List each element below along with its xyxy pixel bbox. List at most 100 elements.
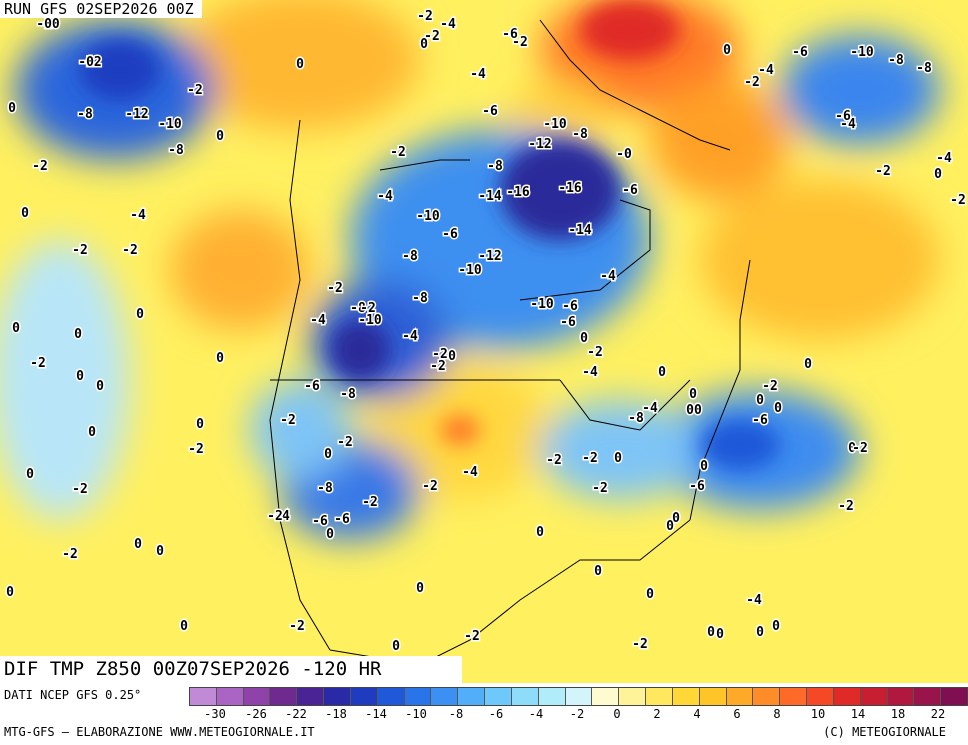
contour-label: 0 (296, 57, 304, 72)
contour-label: -2 (390, 145, 406, 160)
contour-label: -8 (402, 249, 418, 264)
contour-label: 0 (12, 321, 20, 336)
contour-label: -12 (78, 55, 101, 70)
color-swatch (807, 688, 834, 705)
contour-label: 0 (774, 401, 782, 416)
scale-tick-label: 6 (733, 707, 741, 721)
contour-label: 0 (216, 351, 224, 366)
color-scale-bar (189, 687, 968, 706)
contour-label: 0 (44, 17, 52, 32)
scale-tick-label: 0 (613, 707, 621, 721)
contour-label: 0 (76, 369, 84, 384)
color-swatch (646, 688, 673, 705)
contour-label: -2 (424, 29, 440, 44)
contour-label: -2 (464, 629, 480, 644)
scale-tick-label: -4 (528, 707, 544, 721)
contour-label: 0 (216, 129, 224, 144)
color-swatch (699, 688, 727, 705)
contour-label: -8 (168, 143, 184, 158)
contour-label: -4 (642, 401, 658, 416)
scale-tick-label: 4 (693, 707, 701, 721)
contour-label: -6 (560, 315, 576, 330)
contour-label: -2 (188, 442, 204, 457)
contour-label: -10 (358, 313, 382, 328)
contour-label: 0 (756, 625, 764, 640)
contour-label: 0 (848, 441, 856, 456)
contour-label: -4 (582, 365, 598, 380)
contour-label: -2 (30, 356, 46, 371)
contour-label: -12 (478, 249, 501, 264)
contour-label: -2 (744, 75, 760, 90)
contour-label: -8 (340, 387, 356, 402)
contour-label: 0 (723, 43, 731, 58)
contour-label: -2 (122, 243, 138, 258)
contour-label: -6 (622, 183, 638, 198)
contour-label: -8 (412, 291, 428, 306)
contour-label: -10 (850, 45, 874, 60)
scale-tick-label: 10 (810, 707, 826, 721)
run-title: RUN GFS 02SEP2026 00Z (0, 0, 202, 18)
contour-label: -2 (852, 441, 868, 456)
contour-labels: -10-12-2-8 -12-10-80-20-4-2 -200-2-4-6-2-4… (5, 8, 968, 656)
contour-label: -2 (187, 83, 203, 98)
contour-label: 0 (707, 625, 715, 640)
contour-label: -16 (558, 181, 582, 196)
contour-label: -10 (158, 117, 182, 132)
color-swatch (377, 688, 405, 705)
color-swatch (860, 688, 888, 705)
color-swatch (887, 688, 915, 705)
contour-label: -4 (440, 17, 456, 32)
contour-label: -10 (530, 297, 554, 312)
scale-tick-label: 14 (850, 707, 866, 721)
scale-tick-label: 22 (930, 707, 946, 721)
contour-label: -4 (600, 269, 616, 284)
contour-label: -6 (304, 379, 320, 394)
scale-tick-label: -22 (285, 707, 307, 721)
contour-label: -2 (875, 164, 891, 179)
contour-label: 0 (756, 393, 764, 408)
contour-label: -2 (632, 637, 648, 652)
contour-label: 0 (672, 511, 680, 526)
contour-label: -12 (528, 137, 551, 152)
scale-tick-label: 18 (890, 707, 906, 721)
contour-label: 0 (196, 417, 204, 432)
scale-tick-label: 2 (653, 707, 661, 721)
contour-label: -4 (758, 63, 774, 78)
contour-label: -2 (32, 159, 48, 174)
color-swatch (270, 688, 298, 705)
scale-tick-label: -8 (448, 707, 464, 721)
credit-label: MTG-GFS – ELABORAZIONE WWW.METEOGIORNALE… (4, 725, 315, 739)
color-swatch (538, 688, 566, 705)
contour-label: 0 (6, 585, 14, 600)
scale-tick-label: -6 (488, 707, 504, 721)
contour-label: 0 (96, 379, 104, 394)
color-swatch (350, 688, 378, 705)
contour-label: 0 (804, 357, 812, 372)
contour-label: -14 (478, 189, 502, 204)
scale-tick-label: 8 (773, 707, 781, 721)
contour-label: -10 (458, 263, 482, 278)
color-swatch (672, 688, 700, 705)
contour-label: 0 (26, 467, 34, 482)
scale-tick-label: -14 (365, 707, 387, 721)
contour-label: 0 (136, 307, 144, 322)
contour-label: 0 (326, 527, 334, 542)
plot-title: DIF TMP Z850 00Z07SEP2026 -120 HR (0, 656, 462, 683)
contour-label: 0 (666, 519, 674, 534)
contour-label: -2 (546, 453, 562, 468)
color-swatch (431, 688, 459, 705)
scale-tick-label: -30 (204, 707, 226, 721)
contour-label: 0 (324, 447, 332, 462)
contour-label: -8 (628, 411, 644, 426)
contour-label: 0 (700, 459, 708, 474)
contour-label: 00 (686, 403, 702, 418)
color-swatch (726, 688, 754, 705)
contour-label: -8 (916, 61, 932, 76)
color-swatch (243, 688, 271, 705)
temperature-anomaly-map: -10 -12 -2 -8 -12 -10 -8 0 -2 0 -4 -2 -2 0 0 -2 -4 -6 -2 -4… (0, 0, 968, 683)
contour-label: 0 (448, 349, 456, 364)
contour-label: -8 (350, 301, 366, 316)
contour-label: 0 (86, 55, 94, 70)
contour-label: 0 (580, 331, 588, 346)
contour-label: 0 (134, 537, 142, 552)
